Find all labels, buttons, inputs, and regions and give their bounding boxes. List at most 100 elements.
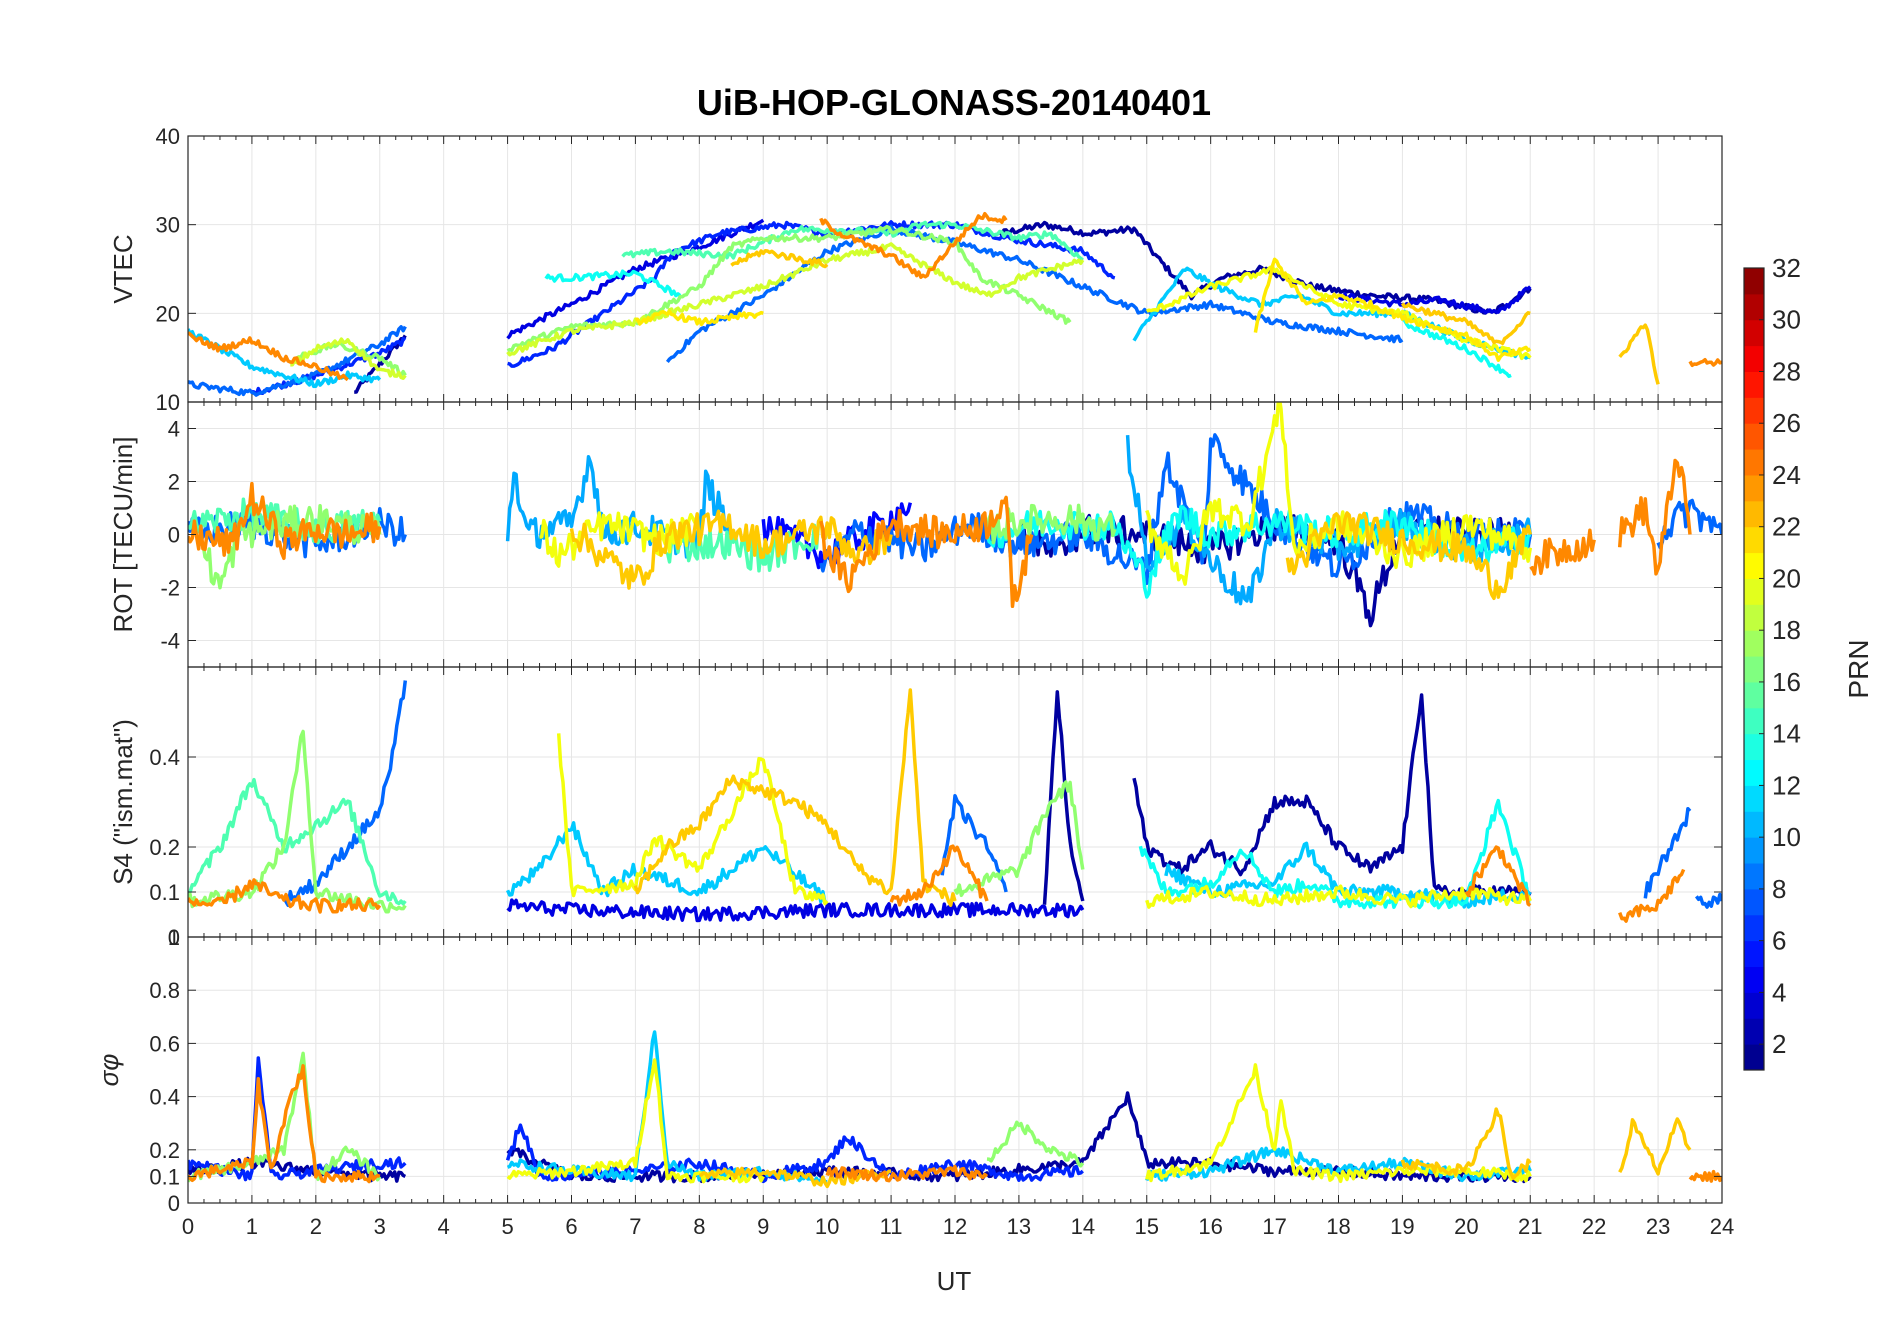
series-prn-20 [1145,265,1532,361]
x-tick-label: 13 [1007,1214,1031,1239]
x-tick-label: 24 [1710,1214,1734,1239]
colorbar-bin [1744,940,1764,968]
y-tick-label: 2 [168,470,180,495]
colorbar-tick-label: 10 [1772,822,1801,852]
panel-ticks: 0 0.1 0.2 0.4 [149,667,1723,950]
y-tick-label: 0.8 [149,978,180,1003]
y-tick-label: 0 [168,523,180,548]
y-tick-label: -4 [160,629,180,654]
y-tick-label: 30 [156,213,180,238]
colorbar-bin [1744,604,1764,631]
colorbar-tick-label: 6 [1772,926,1786,956]
x-tick-label: 1 [246,1214,258,1239]
colorbar-bin [1744,500,1764,528]
colorbar-tick-label: 20 [1772,563,1801,593]
x-tick-label: 2 [310,1214,322,1239]
series-prn-24 [819,495,1034,609]
colorbar-tick-label: 14 [1772,719,1801,749]
series-prn-8 [1643,806,1692,899]
colorbar-bin [1744,1044,1764,1071]
series-prn-24 [1529,528,1596,576]
panel-ticks: 10 20 30 40 [156,124,1723,415]
y-tick-label: 40 [156,124,180,149]
colorbar-bin [1744,681,1764,709]
series-prn-8 [1656,498,1722,550]
series-prn-22 [569,509,893,590]
series-prn-22 [1400,1107,1532,1180]
series-prn-20 [556,733,829,906]
colorbar-tick-label: 8 [1772,874,1786,904]
chart-title: UiB-HOP-GLONASS-20140401 [697,82,1211,123]
colorbar-bin [1744,759,1764,786]
colorbar-bin [1744,293,1764,321]
y-axis-label: S4 ("ism.mat") [108,719,138,885]
colorbar-tick-label: 28 [1772,356,1801,386]
series-prn-13 [1138,798,1531,910]
x-tick-label: 23 [1646,1214,1670,1239]
series-prn-22 [1618,323,1660,385]
series-prn-20 [1145,1063,1532,1184]
colorbar-bin [1744,268,1764,295]
colorbar-tick-label: 2 [1772,1029,1786,1059]
series-prn-8 [1694,892,1722,909]
colorbar-bin [1744,552,1764,579]
x-axis-label: UT [937,1266,972,1296]
x-tick-label: 6 [565,1214,577,1239]
y-tick-label: 1 [168,925,180,950]
y-tick-label: 0.1 [149,1164,180,1189]
colorbar-label: PRN [1843,639,1874,698]
colorbar-tick-label: 32 [1772,253,1801,283]
series-prn-8 [282,680,408,907]
y-tick-label: 0 [168,925,180,950]
colorbar-tick-label: 4 [1772,977,1786,1007]
colorbar-bin [1744,1018,1764,1045]
series-prn-21 [635,309,764,327]
colorbar-tick-label: 22 [1772,512,1801,542]
y-tick-label: 4 [168,417,180,442]
colorbar-bin [1744,578,1764,605]
series-prn-2 [1042,690,1085,905]
series-prn-17 [953,780,1085,898]
series-prn-13 [544,269,682,298]
series-prn-24 [1688,357,1722,368]
y-axis-label: VTEC [108,234,138,303]
x-tick-label: 20 [1454,1214,1478,1239]
series-prn-19 [290,337,407,380]
series-prn-24 [188,878,382,914]
colorbar-bin [1744,526,1764,554]
colorbar-bin [1744,707,1764,735]
colorbar-bin [1744,888,1764,916]
series-prn-17 [295,340,407,377]
colorbar-tick-label: 18 [1772,615,1801,645]
series-prn-22 [698,1166,892,1189]
x-tick-label: 11 [880,1214,903,1239]
panel-series [188,1030,1722,1189]
series-prn-20 [1145,402,1533,586]
series-prn-15 [665,516,829,573]
colorbar-tick-label: 26 [1772,408,1801,438]
series-prn-24 [188,1064,381,1184]
panel-ticks: 00.10.20.40.60.81 [149,925,1723,1216]
series-prn-22 [1285,511,1532,601]
colorbar-bin [1744,811,1764,838]
series-prn-24 [1464,845,1532,907]
y-tick-label: 10 [156,390,180,415]
series-prn-24 [1617,458,1692,576]
colorbar-bin [1744,449,1764,476]
y-tick-label: 0.2 [149,1138,180,1163]
colorbar-bin [1744,371,1764,398]
colorbar-tick-label: 16 [1772,667,1801,697]
colorbar-frame [1743,267,1765,1071]
series-prn-4 [506,898,1085,923]
series-prn-8 [666,224,1404,363]
x-tick-label: 12 [943,1214,967,1239]
series-prn-22 [1400,302,1531,346]
series-prn-22 [633,688,957,907]
colorbar-tick-label: 12 [1772,770,1801,800]
series-prn-24 [188,331,349,382]
colorbar-bin [1744,423,1764,450]
colorbar-bin [1744,733,1764,761]
series-prn-13 [1401,317,1512,379]
x-tick-label: 4 [438,1214,450,1239]
